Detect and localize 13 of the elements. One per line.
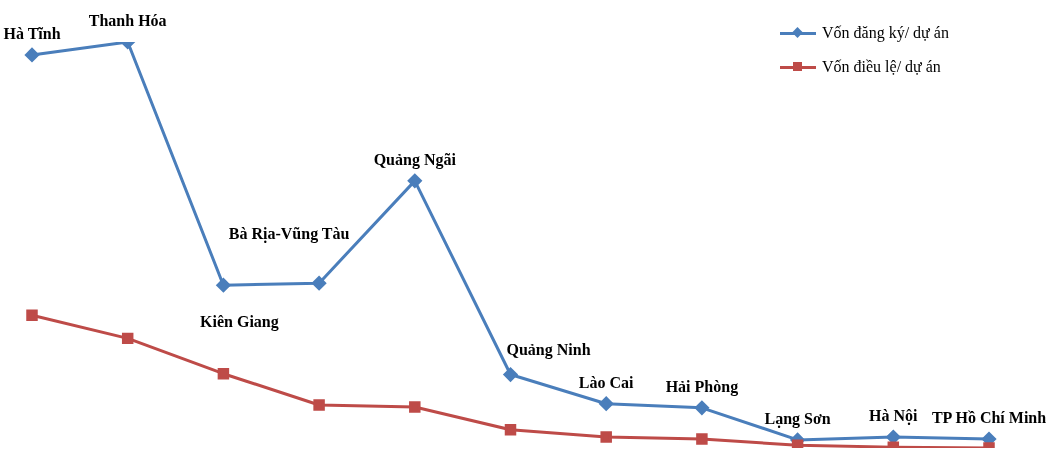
- x-tick-label: Hà Tĩnh: [3, 25, 61, 43]
- x-tick-label: Lạng Sơn: [764, 410, 831, 429]
- x-tick-label: Hà Nội: [869, 407, 919, 426]
- x-tick-label: Hải Phòng: [665, 377, 739, 396]
- legend-label: Vốn điều lệ/ dự án: [822, 58, 941, 76]
- x-tick-label: Quảng Ngãi: [373, 150, 457, 169]
- x-tick-label: Kiên Giang: [200, 313, 279, 332]
- x-tick-label: Thanh Hóa: [88, 12, 167, 30]
- legend-label: Vốn đăng ký/ dự án: [822, 24, 949, 42]
- x-tick-label: TP Hồ Chí Minh: [931, 409, 1047, 427]
- x-tick-label: Lào Cai: [578, 373, 635, 391]
- x-tick-label: Quảng Ninh: [506, 340, 591, 359]
- x-tick-label: Bà Rịa-Vũng Tàu: [228, 225, 350, 244]
